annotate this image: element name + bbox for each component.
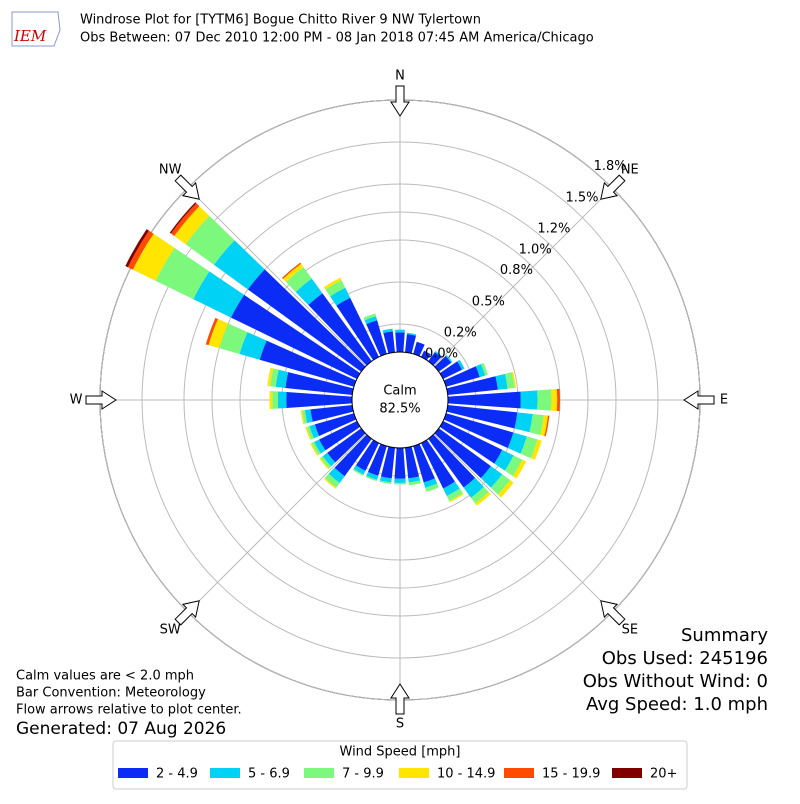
legend: Wind Speed [mph] 2 - 4.9 5 - 6.9 7 - 9.9 10… <box>113 741 687 789</box>
summary-line: Obs Without Wind: 0 <box>583 671 768 692</box>
legend-label: 2 - 4.9 <box>156 767 198 782</box>
legend-swatch <box>210 768 240 778</box>
summary-line: Obs Used: 245196 <box>602 648 768 669</box>
legend-swatch <box>304 768 334 778</box>
logo-text: IEM <box>13 27 47 45</box>
generated: Generated: 07 Aug 2026 <box>16 719 226 739</box>
compass-label: NW <box>159 163 182 178</box>
legend-label: 15 - 19.9 <box>542 767 600 782</box>
compass-label: SW <box>160 622 181 637</box>
bar-segment <box>521 390 538 409</box>
compass-label: S <box>396 717 404 732</box>
summary-line: Summary <box>681 625 768 646</box>
note: Calm values are < 2.0 mph <box>16 669 194 684</box>
compass-label: NE <box>621 163 639 178</box>
r-tick-label: 1.5% <box>565 190 598 205</box>
chart-title: Windrose Plot for [TYTM6] Bogue Chitto R… <box>80 13 481 28</box>
legend-label: 7 - 9.9 <box>342 767 384 782</box>
summary-line: Avg Speed: 1.0 mph <box>586 694 768 715</box>
legend-swatch <box>399 768 429 778</box>
calm-circle <box>352 352 448 448</box>
r-tick-label: 0.8% <box>500 263 533 278</box>
legend-swatch <box>612 768 642 778</box>
r-tick-label: 1.0% <box>519 242 552 257</box>
bar-segment <box>557 389 560 411</box>
calm-value: 82.5% <box>379 402 420 417</box>
legend-label: 5 - 6.9 <box>248 767 290 782</box>
note: Flow arrows relative to plot center. <box>16 703 242 718</box>
compass-label: N <box>395 69 405 84</box>
note: Bar Convention: Meteorology <box>16 686 206 701</box>
calm-label: Calm <box>383 384 416 399</box>
bar-segment <box>394 483 406 485</box>
legend-swatch <box>118 768 148 778</box>
bar-segment <box>551 389 557 411</box>
bar-segment <box>537 389 551 410</box>
legend-label: 20+ <box>650 767 677 782</box>
compass-label: E <box>720 393 728 408</box>
compass-label: W <box>70 393 83 408</box>
compass-label: SE <box>622 622 638 637</box>
chart-subtitle: Obs Between: 07 Dec 2010 12:00 PM - 08 J… <box>80 31 594 46</box>
legend-title: Wind Speed [mph] <box>340 745 461 760</box>
r-tick-label: 0.2% <box>444 326 477 341</box>
bar-segment <box>278 391 287 408</box>
bar-segment <box>394 479 406 483</box>
legend-swatch <box>504 768 534 778</box>
r-tick-label: 0.0% <box>425 346 458 361</box>
r-tick-label: 0.5% <box>472 294 505 309</box>
r-tick-label: 1.2% <box>537 222 570 237</box>
bar-segment <box>269 391 272 409</box>
bar-segment <box>272 391 278 409</box>
legend-label: 10 - 14.9 <box>437 767 495 782</box>
bar-segment <box>395 330 405 333</box>
bar-segment <box>395 332 404 352</box>
